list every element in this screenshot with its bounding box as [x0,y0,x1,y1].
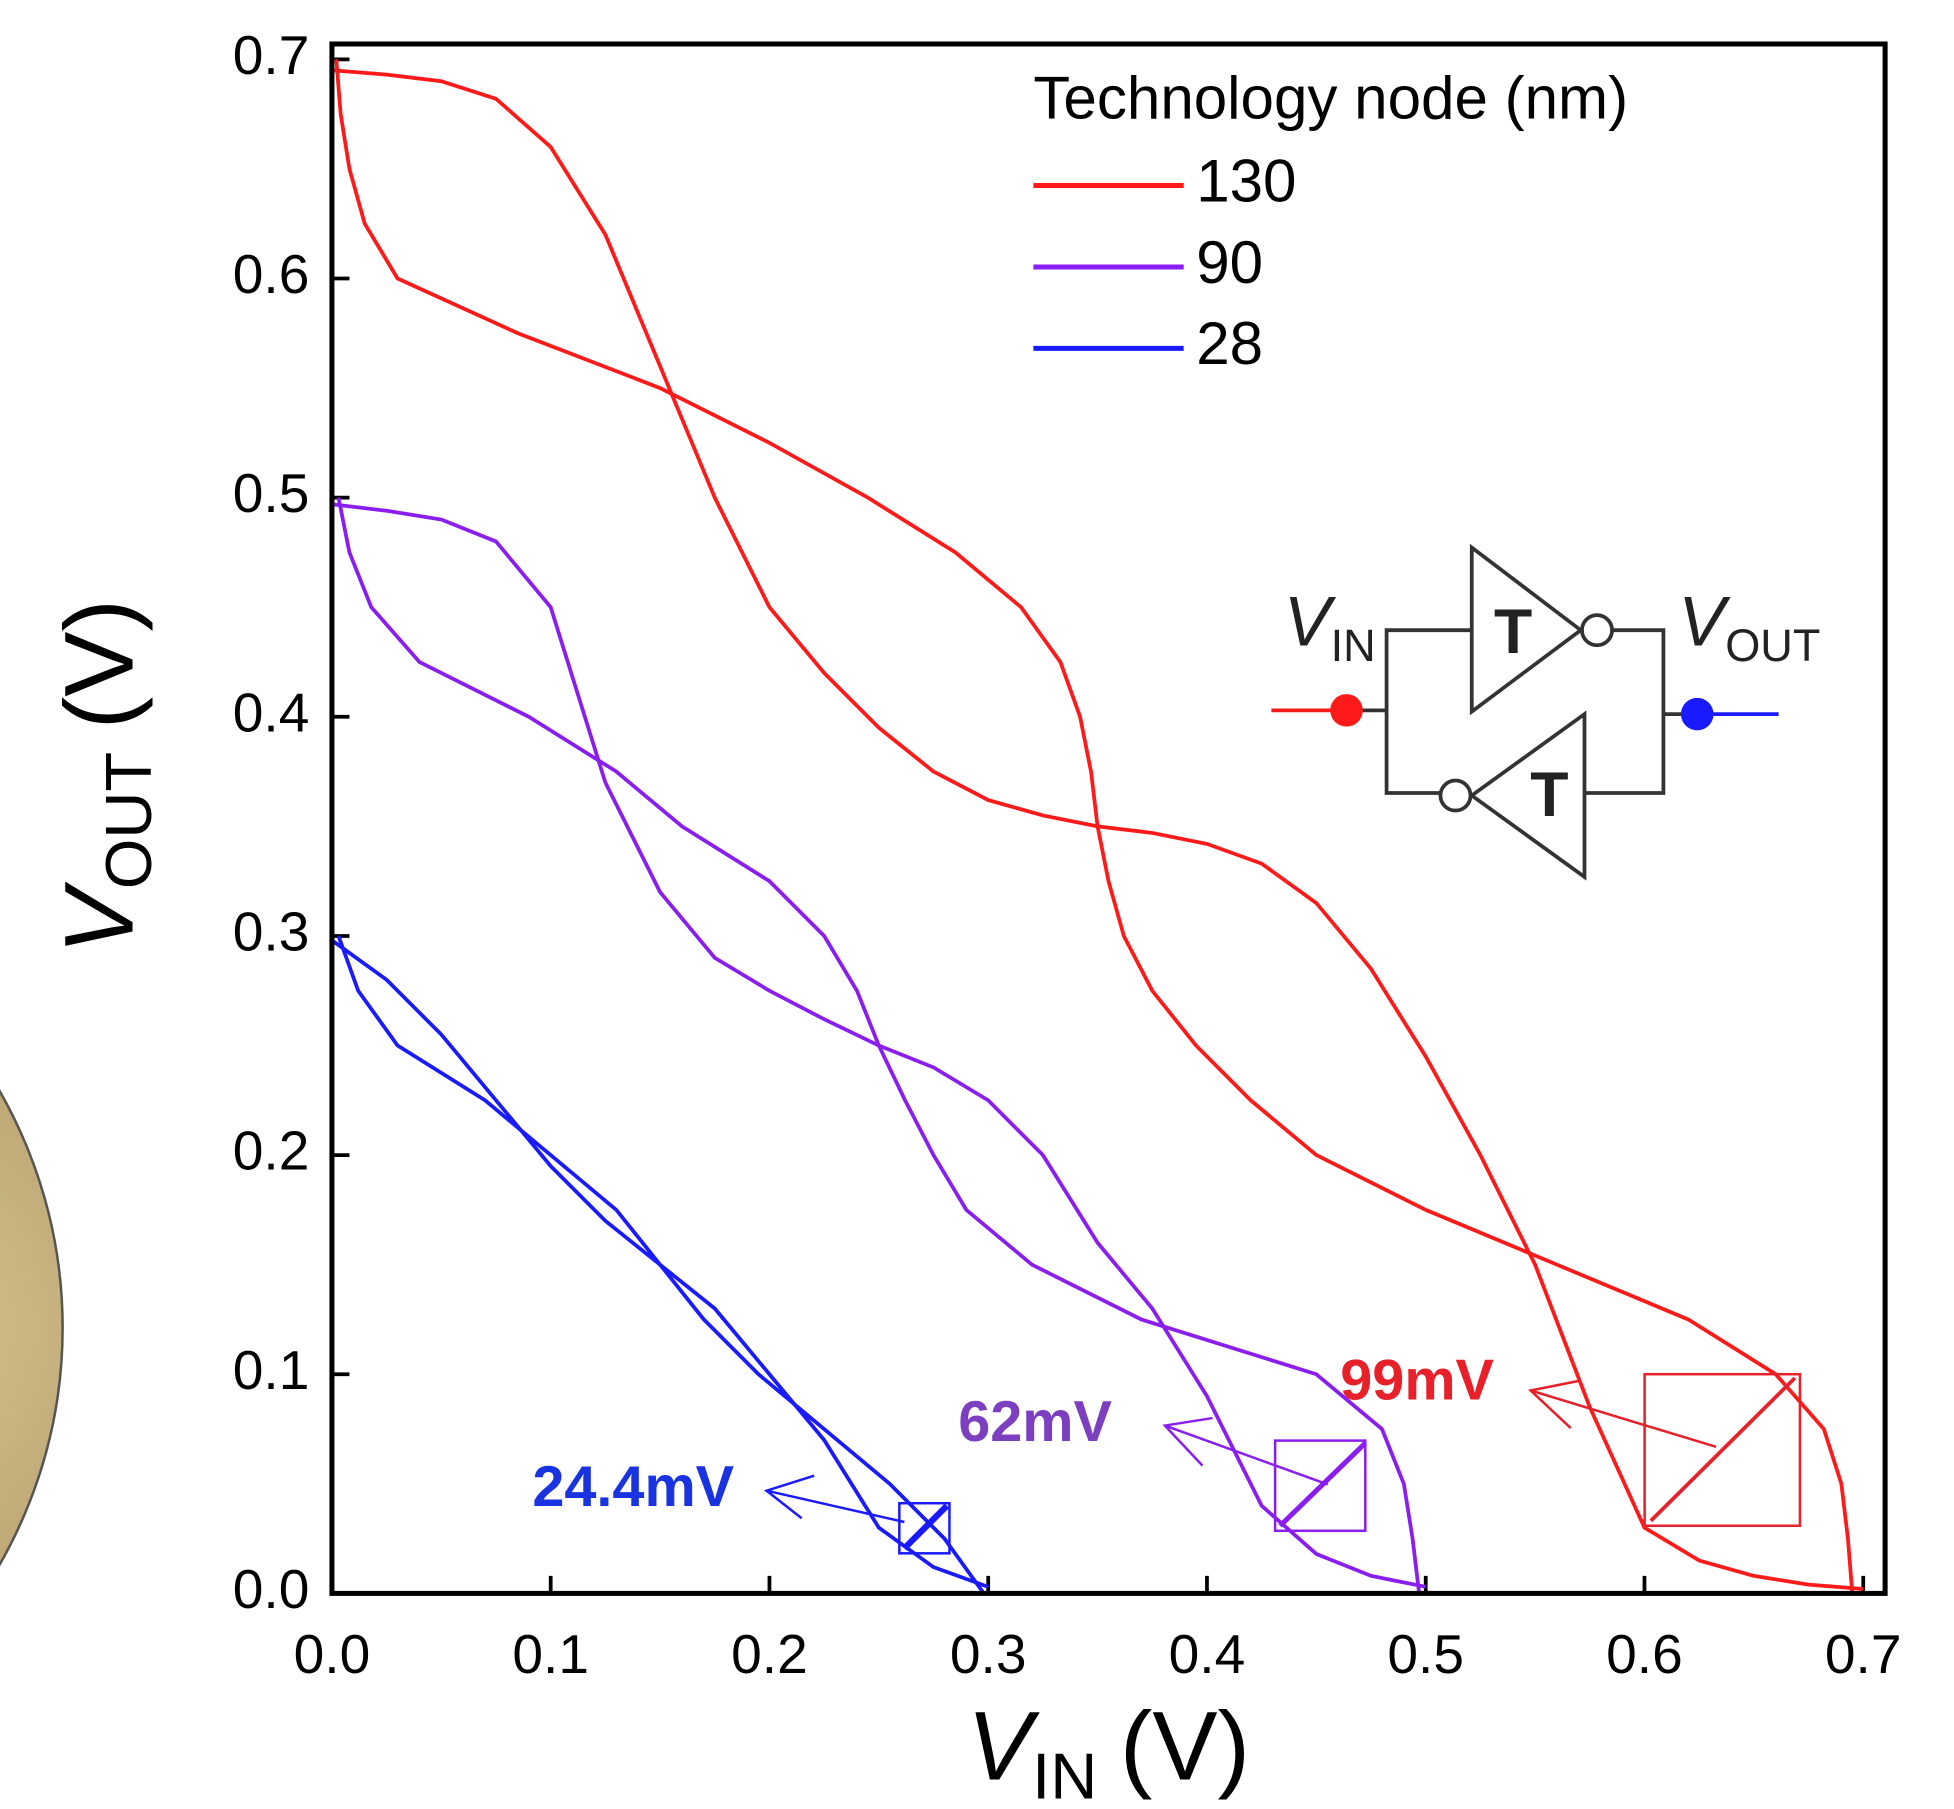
y-label-sub: OUT [92,752,165,889]
x-tick-label: 0.0 [294,1623,371,1685]
y-label-main: V [44,881,153,954]
y-tick-label: 0.5 [233,462,310,524]
x-tick-label: 0.5 [1387,1623,1464,1685]
y-axis-label: VOUT (V) [44,599,165,954]
input-label-sub: IN [1331,620,1376,671]
y-tick-label: 0.7 [233,24,310,86]
x-tick-label: 0.7 [1825,1623,1902,1685]
annotation-label: 99mV [1340,1348,1494,1412]
y-tick-label: 0.4 [233,681,310,743]
mirrored-transfer-curve [334,59,1855,1594]
arrow-head [1528,1379,1581,1429]
noise-margin-box [1273,1439,1367,1533]
diagonal-arrow [1278,1441,1368,1528]
output-label: VOUT [1678,582,1820,671]
wafer-photo [0,1089,64,1567]
x-label-main: V [967,1692,1040,1801]
annotation-marks [763,1372,1802,1555]
inverter [1469,543,1584,716]
axes-frame [329,41,1888,1596]
gate-label: T [1494,597,1532,667]
arrow-head [1162,1416,1213,1467]
gate-label: T [1530,760,1568,830]
x-tick-label: 0.3 [950,1623,1027,1685]
output-label-sub: OUT [1725,620,1820,671]
x-label-unit: (V) [1120,1692,1250,1801]
input-label: VIN [1284,582,1376,671]
y-tick-label: 0.6 [233,243,310,305]
x-tick-label: 0.6 [1606,1623,1683,1685]
annotation-label: 62mV [958,1390,1112,1454]
mirrored-transfer-curve [336,935,986,1595]
noise-margin-box [1643,1372,1802,1528]
diagonal-arrow [902,1503,950,1551]
diagonal-arrow [1649,1376,1797,1523]
arrow-head [763,1474,815,1520]
wire [1584,628,1666,795]
input-label-main: V [1284,582,1337,660]
pointer-arrow [1164,1424,1329,1486]
x-tick-label: 0.1 [512,1623,589,1685]
x-axis-label: VIN (V) [967,1692,1250,1809]
mirrored-transfer-curve [336,497,1422,1594]
output-node [1680,697,1714,731]
inverter-bubble [1438,778,1473,813]
y-label-unit: (V) [44,599,153,729]
inverter-bubble [1580,613,1614,648]
legend-title: Technology node (nm) [1033,65,1628,132]
legend-label: 90 [1196,229,1263,296]
y-tick-label: 0.2 [233,1120,310,1182]
x-tick-label: 0.4 [1169,1623,1246,1685]
wire [1384,628,1472,795]
inverter [1468,710,1587,881]
pointer-arrow [1530,1389,1717,1449]
x-tick-label: 0.2 [731,1623,808,1685]
annotation-label: 24.4mV [532,1455,734,1519]
y-tick-label: 0.3 [233,901,310,963]
output-label-main: V [1678,582,1731,660]
noise-margin-box [898,1501,951,1555]
pointer-arrow [766,1489,905,1524]
legend-label: 130 [1196,147,1296,214]
input-node [1330,694,1363,727]
y-tick-label: 0.0 [233,1558,310,1620]
latch-diagram [1271,543,1779,881]
x-label-sub: IN [1032,1739,1097,1809]
y-tick-label: 0.1 [233,1339,310,1401]
legend-label: 28 [1196,310,1263,377]
